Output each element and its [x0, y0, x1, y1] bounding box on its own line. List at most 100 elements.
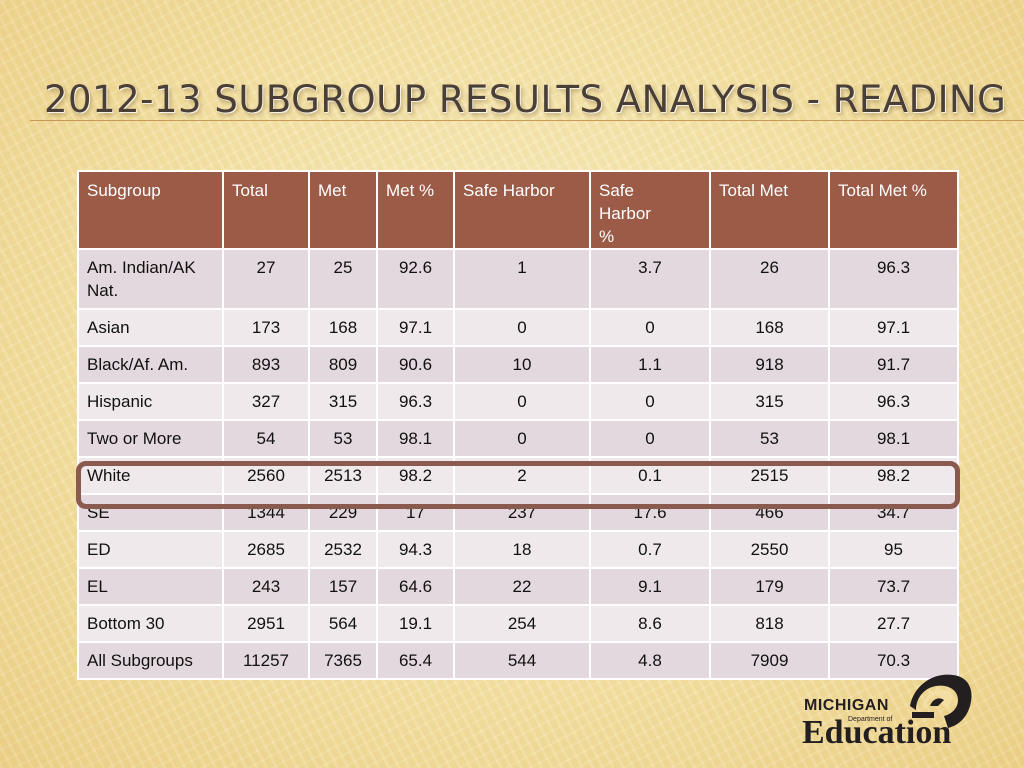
cell-safe-harbor: 0	[453, 382, 591, 421]
cell-total-met: 53	[709, 419, 830, 458]
cell-subgroup: Two or More	[77, 419, 224, 458]
cell-total-met: 818	[709, 604, 830, 643]
cell-safe-harbor: 10	[453, 345, 591, 384]
cell-safe-harbor-percent: 9.1	[589, 567, 711, 606]
cell-safe-harbor-percent: 0	[589, 382, 711, 421]
cell-safe-harbor: 18	[453, 530, 591, 569]
header-safe-harbor-percent: Safe Harbor %	[589, 170, 711, 250]
cell-met: 168	[308, 308, 378, 347]
cell-met-percent: 19.1	[376, 604, 455, 643]
cell-total-met-percent: 96.3	[828, 248, 959, 310]
header-safe-harbor: Safe Harbor	[453, 170, 591, 250]
cell-met: 53	[308, 419, 378, 458]
cell-total: 27	[222, 248, 310, 310]
logo-michigan-text: MICHIGAN	[804, 697, 889, 714]
cell-safe-harbor-percent: 17.6	[589, 493, 711, 532]
table-row: Bottom 30 2951 564 19.1 254 8.6 818 27.7	[77, 604, 959, 643]
table-row: Black/Af. Am. 893 809 90.6 10 1.1 918 91.7	[77, 345, 959, 384]
cell-met: 2513	[308, 456, 378, 495]
cell-total-met-percent: 98.1	[828, 419, 959, 458]
header-total-met-percent: Total Met %	[828, 170, 959, 250]
cell-total-met: 179	[709, 567, 830, 606]
cell-safe-harbor: 22	[453, 567, 591, 606]
table-row: White 2560 2513 98.2 2 0.1 2515 98.2	[77, 456, 959, 495]
table-row: All Subgroups 11257 7365 65.4 544 4.8 7909 70.3	[77, 641, 959, 680]
cell-subgroup: Asian	[77, 308, 224, 347]
cell-total-met: 168	[709, 308, 830, 347]
cell-safe-harbor-percent: 8.6	[589, 604, 711, 643]
cell-total-met-percent: 34.7	[828, 493, 959, 532]
cell-total-met-percent: 91.7	[828, 345, 959, 384]
cell-safe-harbor-percent: 4.8	[589, 641, 711, 680]
cell-total-met-percent: 96.3	[828, 382, 959, 421]
cell-met: 157	[308, 567, 378, 606]
cell-safe-harbor: 0	[453, 419, 591, 458]
cell-total-met: 466	[709, 493, 830, 532]
cell-total-met: 2515	[709, 456, 830, 495]
header-met-percent: Met %	[376, 170, 455, 250]
cell-met-percent: 98.2	[376, 456, 455, 495]
cell-met: 564	[308, 604, 378, 643]
cell-total-met-percent: 73.7	[828, 567, 959, 606]
cell-total: 11257	[222, 641, 310, 680]
header-total: Total	[222, 170, 310, 250]
cell-safe-harbor-percent: 0	[589, 419, 711, 458]
table-row: SE 1344 229 17 237 17.6 466 34.7	[77, 493, 959, 532]
cell-total-met: 315	[709, 382, 830, 421]
slide-title: 2012-13 Subgroup Results Analysis - Read…	[44, 78, 1007, 121]
cell-total-met-percent: 98.2	[828, 456, 959, 495]
cell-safe-harbor-percent: 0.1	[589, 456, 711, 495]
michigan-seal-icon	[910, 674, 972, 728]
cell-met: 7365	[308, 641, 378, 680]
cell-subgroup: SE	[77, 493, 224, 532]
cell-safe-harbor-percent: 0.7	[589, 530, 711, 569]
cell-total: 893	[222, 345, 310, 384]
table-header-row: Subgroup Total Met Met % Safe Harbor Saf…	[77, 170, 959, 250]
title-divider	[30, 120, 1024, 121]
header-total-met: Total Met	[709, 170, 830, 250]
cell-subgroup: Hispanic	[77, 382, 224, 421]
cell-met: 25	[308, 248, 378, 310]
table-row: Asian 173 168 97.1 0 0 168 97.1	[77, 308, 959, 347]
cell-met: 229	[308, 493, 378, 532]
cell-total-met: 2550	[709, 530, 830, 569]
cell-met-percent: 17	[376, 493, 455, 532]
cell-total-met-percent: 70.3	[828, 641, 959, 680]
cell-subgroup: White	[77, 456, 224, 495]
cell-safe-harbor: 0	[453, 308, 591, 347]
table-row: Hispanic 327 315 96.3 0 0 315 96.3	[77, 382, 959, 421]
cell-subgroup: ED	[77, 530, 224, 569]
table-row: EL 243 157 64.6 22 9.1 179 73.7	[77, 567, 959, 606]
cell-subgroup: Am. Indian/AK Nat.	[77, 248, 224, 310]
cell-total: 327	[222, 382, 310, 421]
table-row: Am. Indian/AK Nat. 27 25 92.6 1 3.7 26 96.3	[77, 248, 959, 310]
cell-total: 243	[222, 567, 310, 606]
cell-met-percent: 98.1	[376, 419, 455, 458]
cell-met-percent: 97.1	[376, 308, 455, 347]
michigan-education-logo: MICHIGAN Department of Education	[800, 664, 980, 751]
cell-total-met: 7909	[709, 641, 830, 680]
cell-total: 2560	[222, 456, 310, 495]
cell-total-met-percent: 95	[828, 530, 959, 569]
cell-total: 173	[222, 308, 310, 347]
cell-met-percent: 64.6	[376, 567, 455, 606]
header-subgroup: Subgroup	[77, 170, 224, 250]
cell-safe-harbor: 1	[453, 248, 591, 310]
cell-total-met-percent: 97.1	[828, 308, 959, 347]
cell-safe-harbor-percent: 0	[589, 308, 711, 347]
cell-subgroup: All Subgroups	[77, 641, 224, 680]
cell-total-met: 918	[709, 345, 830, 384]
subgroup-results-table: Subgroup Total Met Met % Safe Harbor Saf…	[77, 170, 959, 680]
cell-met: 315	[308, 382, 378, 421]
logo-department-text: Department of	[848, 716, 893, 723]
logo-education-text: Education	[802, 714, 952, 751]
cell-total-met: 26	[709, 248, 830, 310]
cell-met: 809	[308, 345, 378, 384]
cell-met-percent: 90.6	[376, 345, 455, 384]
cell-safe-harbor-percent: 3.7	[589, 248, 711, 310]
cell-safe-harbor: 544	[453, 641, 591, 680]
cell-safe-harbor: 254	[453, 604, 591, 643]
table-row: Two or More 54 53 98.1 0 0 53 98.1	[77, 419, 959, 458]
cell-subgroup: EL	[77, 567, 224, 606]
table-row: ED 2685 2532 94.3 18 0.7 2550 95	[77, 530, 959, 569]
